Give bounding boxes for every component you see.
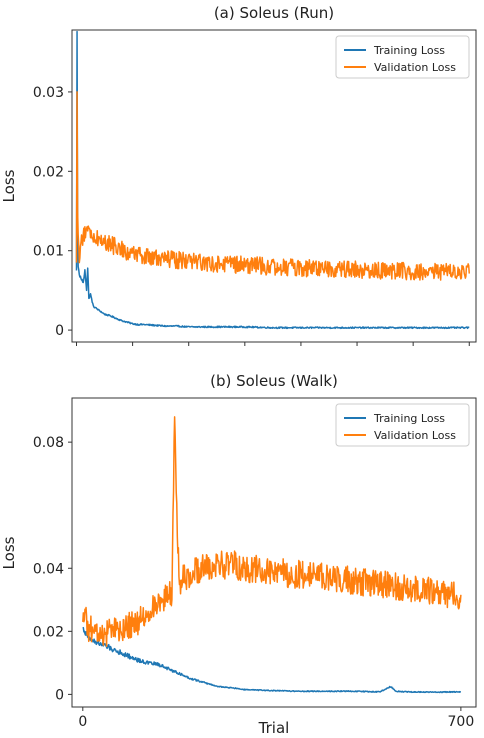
chart-panel-run: (a) Soleus (Run) 0 0.01 0.02 0.03 Loss Trainin…	[0, 4, 477, 346]
y-tick-label: 0.03	[33, 85, 64, 101]
legend-label-training-loss: Training Loss	[373, 44, 445, 57]
plot-frame	[71, 397, 477, 708]
chart-title: (b) Soleus (Walk)	[210, 372, 338, 390]
y-axis-label: Loss	[0, 169, 18, 202]
y-axis-label: Loss	[0, 536, 18, 569]
x-axis-label: Trial	[258, 719, 290, 737]
legend-box	[335, 35, 470, 79]
y-tick-label: 0	[55, 687, 64, 703]
series-line-training-loss	[75, 30, 470, 330]
plot-frame	[71, 29, 477, 343]
chart-title: (a) Soleus (Run)	[214, 4, 334, 22]
x-tick-label: 700	[448, 714, 475, 730]
y-tick-label: 0.02	[33, 624, 64, 640]
y-tick-label: 0	[55, 323, 64, 339]
y-tick-label: 0.02	[33, 164, 64, 180]
legend-box	[335, 403, 470, 447]
y-tick-label: 0.08	[33, 435, 64, 451]
series-line-validation-loss	[75, 91, 471, 281]
legend-label-training-loss: Training Loss	[373, 412, 445, 425]
x-tick-label: 0	[78, 714, 87, 730]
legend-label-validation-loss: Validation Loss	[374, 61, 456, 74]
series-line-training-loss	[82, 626, 462, 694]
y-tick-label: 0.01	[33, 244, 64, 260]
chart-panel-walk: (b) Soleus (Walk) 0 0.02 0.04 0.08 0 700 Loss Tr…	[0, 372, 477, 737]
series-line-validation-loss	[82, 416, 462, 648]
y-tick-label: 0.04	[33, 561, 64, 577]
legend-label-validation-loss: Validation Loss	[374, 429, 456, 442]
